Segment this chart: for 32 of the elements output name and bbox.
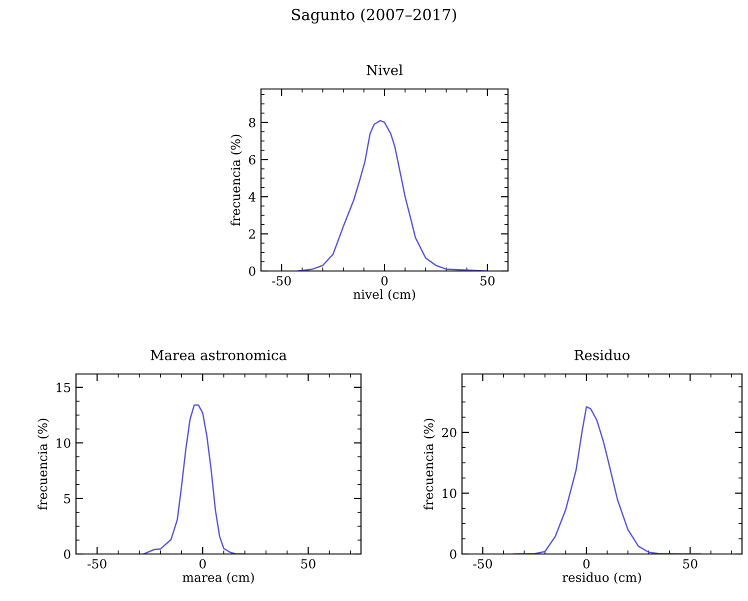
x-tick-label: 50 (683, 559, 698, 569)
x-tick-label: 0 (200, 559, 206, 569)
y-tick-label: 4 (248, 192, 256, 202)
chart-title: Nivel (366, 64, 403, 76)
y-tick-label: 10 (442, 488, 456, 498)
x-tick-label: 0 (381, 276, 388, 286)
x-axis-title: residuo (cm) (562, 572, 641, 584)
y-tick-label: 10 (56, 438, 70, 448)
chart-title: Marea astronomica (150, 350, 287, 360)
x-tick-label: 50 (301, 559, 316, 569)
x-tick-label: -50 (473, 559, 492, 569)
x-axis-title: marea (cm) (182, 572, 254, 584)
y-tick-label: 5 (64, 494, 70, 504)
x-tick-label: -50 (272, 276, 291, 286)
y-tick-label: 0 (249, 266, 256, 276)
text: Sagunto (2007–2017) (292, 8, 456, 24)
y-tick-label: 6 (249, 155, 256, 164)
line-series (297, 120, 488, 271)
y-tick-label: 15 (56, 382, 70, 392)
y-axis-title: frecuencia (%) (424, 418, 436, 510)
y-axis-title: frecuencia (%) (230, 134, 242, 226)
y-axis-title: frecuencia (%) (38, 418, 50, 510)
x-tick-label: -50 (88, 559, 106, 569)
x-axis-title: nivel (cm) (353, 289, 416, 301)
y-tick-label: 8 (249, 118, 256, 128)
y-tick-label: 0 (450, 549, 456, 559)
y-tick-label: 2 (249, 229, 255, 239)
x-tick-label: 50 (480, 276, 495, 286)
y-tick-label: 20 (442, 428, 456, 438)
x-tick-label: 0 (583, 559, 590, 569)
y-tick-label: 0 (64, 549, 70, 559)
chart-title: Residuo (574, 350, 630, 360)
